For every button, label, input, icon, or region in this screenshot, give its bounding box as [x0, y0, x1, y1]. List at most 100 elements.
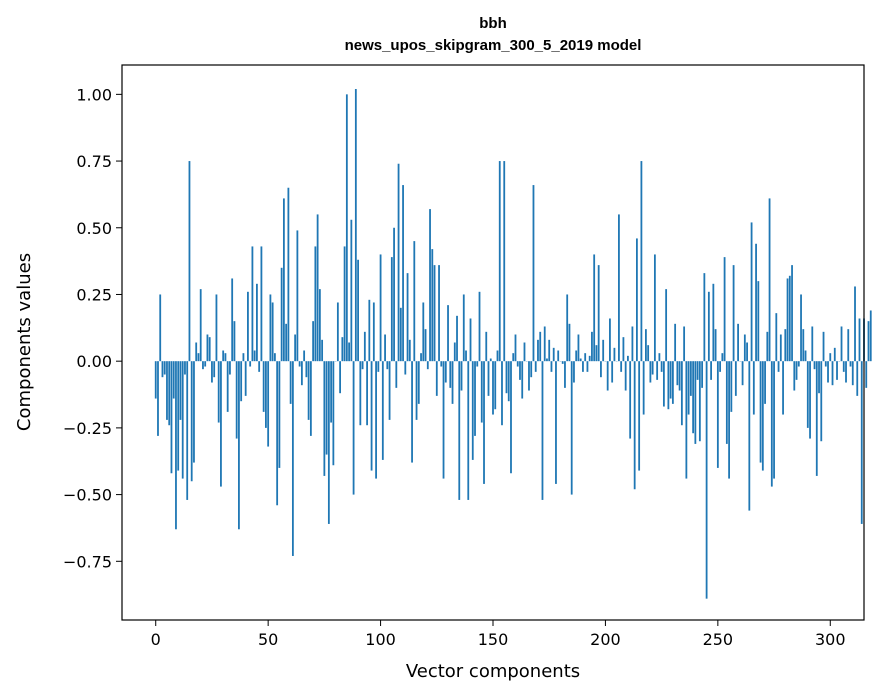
bar [377, 361, 380, 372]
bar [827, 361, 829, 383]
bar [793, 361, 796, 391]
bar [730, 361, 733, 412]
bar [291, 361, 294, 556]
bar [483, 361, 485, 484]
x-tick-label: 100 [365, 630, 396, 649]
bar [229, 361, 231, 375]
bar [417, 361, 420, 404]
bar [734, 361, 737, 396]
bar [561, 361, 564, 364]
bar [586, 361, 589, 372]
bar [836, 361, 838, 380]
bar [813, 361, 816, 370]
bar [539, 331, 542, 362]
bar [582, 361, 584, 372]
bar [584, 353, 587, 362]
bar [507, 361, 510, 402]
bar [723, 257, 726, 362]
bar [773, 361, 775, 479]
bar [388, 361, 391, 420]
bar [770, 361, 773, 487]
bar [570, 361, 573, 495]
bar [822, 331, 825, 362]
bar [809, 361, 811, 439]
bar [469, 318, 472, 362]
y-tick-label: −0.75 [63, 552, 112, 571]
bar [170, 361, 173, 474]
y-tick-label: 0.00 [76, 352, 112, 371]
bar [312, 321, 315, 362]
bar [557, 350, 560, 362]
bar [175, 361, 177, 530]
bar [188, 161, 191, 362]
bar [530, 361, 533, 378]
bar [860, 361, 863, 524]
bar [366, 361, 368, 426]
bar [375, 361, 377, 479]
bar [516, 361, 519, 367]
bar [384, 334, 386, 362]
bar [658, 353, 661, 362]
bar [537, 339, 539, 362]
x-tick-label: 250 [703, 630, 734, 649]
x-axis-ticks: 0 50 100 150 200 250 300 [151, 620, 846, 649]
bar [397, 163, 400, 362]
bar [797, 361, 800, 367]
bar [667, 361, 670, 410]
bar [179, 361, 182, 420]
bar [287, 187, 290, 362]
bar [379, 254, 382, 362]
bar [519, 361, 521, 380]
bar [199, 289, 202, 362]
bar [669, 361, 672, 399]
bar [357, 259, 359, 362]
bar [238, 361, 240, 530]
bar [609, 318, 611, 362]
bar [240, 361, 243, 402]
bar [413, 241, 416, 362]
bar [498, 161, 501, 362]
bar [492, 361, 494, 415]
bar [627, 355, 629, 362]
bar [795, 361, 798, 380]
bar [521, 361, 524, 399]
bar [321, 339, 324, 362]
x-tick-label: 0 [151, 630, 161, 649]
bar [298, 361, 301, 367]
bar [404, 361, 407, 375]
bar [195, 342, 198, 362]
bar [748, 361, 751, 511]
bar [575, 350, 578, 362]
bar [327, 361, 330, 524]
bar [867, 321, 870, 362]
bar [660, 361, 663, 372]
bar [316, 214, 319, 362]
bar [386, 361, 389, 370]
bar [172, 361, 175, 399]
bar [496, 350, 499, 362]
bar [611, 361, 614, 383]
bar [251, 246, 254, 362]
bar [343, 246, 346, 362]
bar [395, 361, 398, 388]
bar [746, 342, 748, 362]
y-axis-ticks: −0.75 −0.50 −0.25 0.00 0.25 0.50 0.75 1.00 [63, 85, 122, 571]
bar [761, 361, 764, 471]
bar [618, 214, 620, 362]
bar [186, 361, 189, 500]
bar [725, 361, 728, 444]
plot-frame [121, 64, 865, 621]
bar [307, 361, 310, 420]
bar [354, 89, 357, 362]
bar [546, 358, 548, 362]
bar [624, 361, 627, 391]
bar [849, 361, 852, 367]
bar [300, 361, 303, 386]
bar [847, 329, 850, 362]
bar [370, 361, 373, 471]
bar [163, 361, 166, 375]
bar [341, 337, 344, 362]
x-tick-label: 150 [478, 630, 509, 649]
bar [332, 361, 335, 466]
bar [453, 342, 456, 362]
